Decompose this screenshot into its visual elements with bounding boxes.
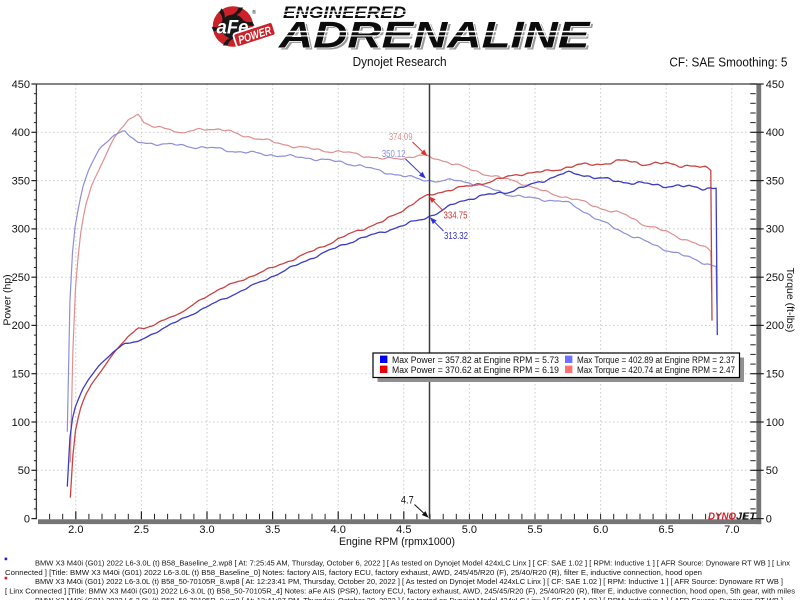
svg-text:BMW X3 M40i (G01) 2022 L6-3.0L: BMW X3 M40i (G01) 2022 L6-3.0L (t) B58_B… [35, 559, 790, 568]
svg-text:350: 350 [12, 175, 30, 187]
svg-text:Max Power = 357.82 at Engine R: Max Power = 357.82 at Engine RPM = 5.73 [392, 355, 559, 366]
svg-text:400: 400 [766, 127, 784, 139]
svg-text:300: 300 [766, 224, 784, 236]
svg-text:2.0: 2.0 [68, 524, 83, 536]
svg-text:Dynojet Research: Dynojet Research [353, 55, 447, 69]
svg-text:ADRENALINE: ADRENALINE [280, 17, 593, 58]
svg-text:6.0: 6.0 [593, 524, 608, 536]
svg-text:Power (hp): Power (hp) [2, 274, 14, 325]
svg-text:5.5: 5.5 [527, 524, 542, 536]
svg-text:®: ® [252, 9, 256, 16]
svg-text:4.7: 4.7 [401, 495, 414, 507]
svg-text:[ Linx Connected ] [Title: BMW: [ Linx Connected ] [Title: BMW X3 M40i (… [5, 586, 795, 595]
svg-text:100: 100 [12, 417, 30, 429]
svg-text:450: 450 [766, 79, 784, 91]
svg-text:Max Power = 370.62 at Engine R: Max Power = 370.62 at Engine RPM = 6.19 [392, 365, 559, 376]
svg-text:450: 450 [12, 79, 30, 91]
svg-text:4.0: 4.0 [331, 524, 346, 536]
svg-text:Connected ] [Title: BMW X3 M40: Connected ] [Title: BMW X3 M40i (G01) 20… [5, 568, 702, 577]
svg-text:400: 400 [12, 127, 30, 139]
svg-text:150: 150 [766, 369, 784, 381]
svg-text:3.0: 3.0 [199, 524, 214, 536]
svg-text:4.5: 4.5 [396, 524, 411, 536]
svg-text:BMW X3 M40i (G01) 2022 L6-3.0L: BMW X3 M40i (G01) 2022 L6-3.0L (t) B58_5… [35, 596, 783, 600]
svg-text:2.5: 2.5 [134, 524, 149, 536]
svg-text:250: 250 [12, 272, 30, 284]
svg-text:Engine RPM (rpmx1000): Engine RPM (rpmx1000) [339, 536, 455, 548]
svg-text:DYNO: DYNO [708, 511, 736, 523]
svg-text:Max Torque = 420.74 at Engine: Max Torque = 420.74 at Engine RPM = 2.47 [577, 365, 735, 376]
svg-text:Torque (ft-lbs): Torque (ft-lbs) [784, 268, 796, 333]
svg-text:ENGINEERED: ENGINEERED [283, 3, 407, 22]
svg-text:6.5: 6.5 [659, 524, 674, 536]
svg-text:CF: SAE Smoothing: 5: CF: SAE Smoothing: 5 [669, 56, 787, 70]
svg-text:350.12: 350.12 [382, 148, 406, 160]
svg-text:0: 0 [766, 513, 772, 525]
svg-text:374.09: 374.09 [389, 131, 413, 143]
svg-text:200: 200 [766, 320, 784, 332]
svg-text:Max Torque = 402.89 at Engine: Max Torque = 402.89 at Engine RPM = 2.37 [577, 355, 735, 366]
svg-text:0: 0 [24, 513, 30, 525]
svg-text:250: 250 [766, 272, 784, 284]
svg-text:300: 300 [12, 224, 30, 236]
svg-text:5.0: 5.0 [462, 524, 477, 536]
svg-text:50: 50 [18, 465, 30, 477]
svg-text:200: 200 [12, 320, 30, 332]
svg-text:JET: JET [736, 511, 758, 523]
svg-text:50: 50 [766, 465, 778, 477]
svg-text:313.32: 313.32 [444, 230, 468, 242]
svg-text:350: 350 [766, 175, 784, 187]
svg-text:334.75: 334.75 [444, 210, 468, 222]
svg-text:150: 150 [12, 369, 30, 381]
svg-text:3.5: 3.5 [265, 524, 280, 536]
svg-text:100: 100 [766, 417, 784, 429]
svg-text:BMW X3 M40i (G01) 2022 L6-3.0L: BMW X3 M40i (G01) 2022 L6-3.0L (t) B58_5… [35, 577, 783, 586]
svg-text:7.0: 7.0 [724, 524, 739, 536]
